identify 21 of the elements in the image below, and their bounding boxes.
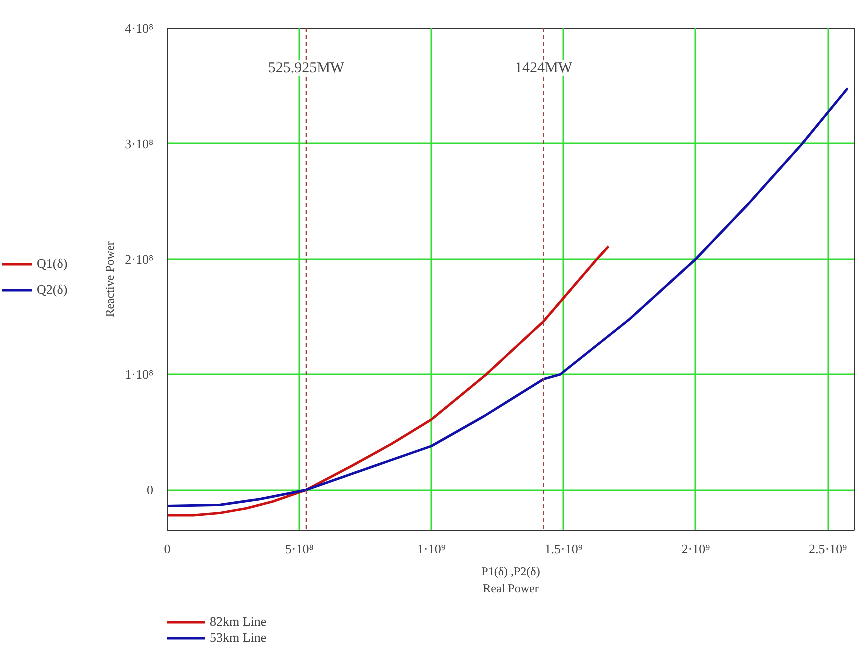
text: Q2(δ) [37, 282, 68, 298]
x-tick-label: 5·10⁸ [285, 542, 314, 556]
y-tick-label: 4·10⁸ [125, 21, 154, 36]
y-tick-label: 1·10⁸ [125, 367, 154, 382]
y-tick-label: 2·10⁸ [125, 252, 154, 267]
y-tick-label: 0 [147, 482, 154, 498]
x-tick-label: 2.5·10⁹ [809, 542, 848, 556]
x-tick-label: 0 [164, 542, 171, 556]
x-tick-label: 1.5·10⁹ [544, 542, 584, 556]
text: Q1(δ) [37, 256, 68, 272]
ref-line-label: 1424MW [515, 60, 574, 76]
y-axis-title: Reactive Power [103, 242, 118, 318]
legend-label: 82km Line [210, 614, 267, 630]
legend-label: 53km Line [210, 630, 267, 646]
line-series [168, 87, 850, 508]
x-tick-label: 2·10⁹ [682, 542, 711, 556]
y-tick-label: 3·10⁸ [125, 136, 154, 152]
line-series [168, 245, 610, 517]
x-axis-title: P1(δ) ,P2(δ) Real Power [482, 564, 540, 596]
ref-line-label: 525.925MW [268, 60, 346, 76]
x-tick-label: 1·10⁹ [418, 542, 446, 556]
